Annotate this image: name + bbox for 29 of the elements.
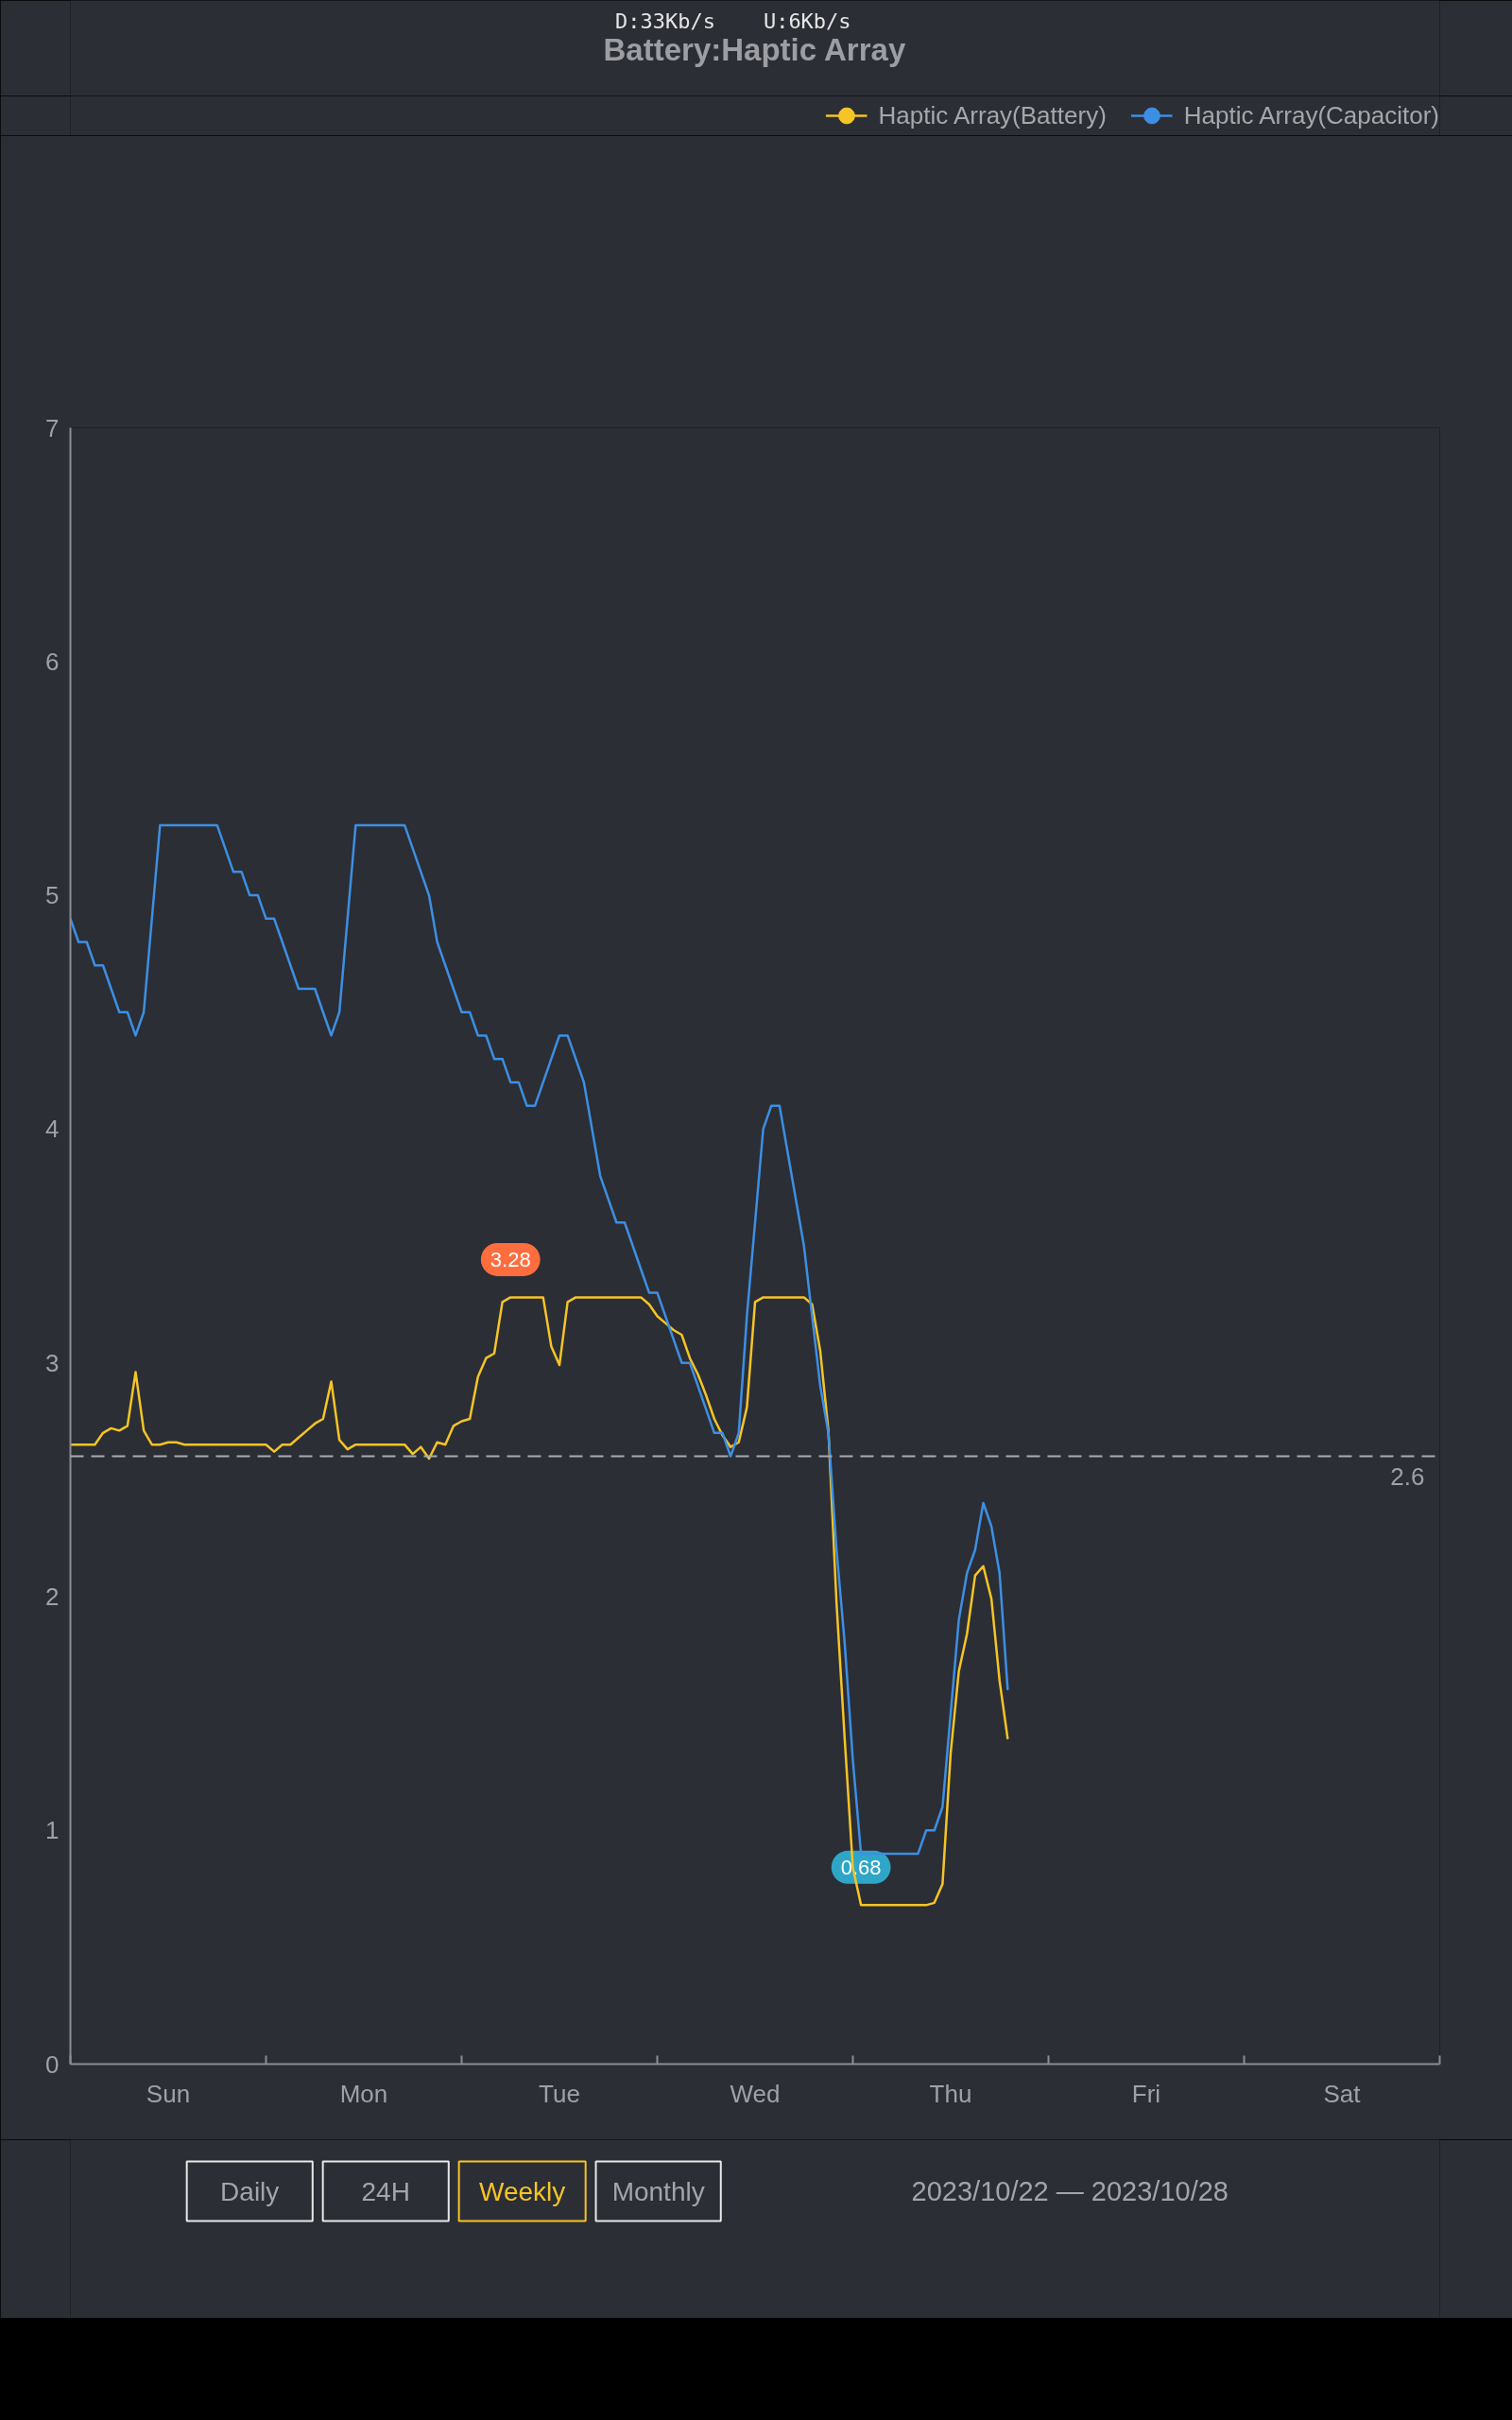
x-tick-label: Mon [339,2079,388,2108]
text: Daily [220,2177,280,2206]
text: D:33Kb/s [614,9,715,33]
x-tick-label: Tue [539,2079,580,2108]
x-tick-label: Wed [730,2079,781,2108]
line-series [70,1296,1009,1907]
y-tick-label: 0 [45,2049,60,2079]
line-series [70,823,1009,1856]
x-tick-label: Thu [929,2079,972,2108]
legend-label: Haptic Array(Battery) [878,100,1107,130]
y-tick-label: 2 [45,1582,60,1611]
text: Weekly [479,2177,566,2206]
y-tick-label: 7 [45,413,60,442]
y-tick-label: 3 [45,1348,60,1377]
x-tick-label: Fri [1131,2079,1161,2108]
x-tick-label: Sat [1323,2079,1362,2108]
text: 24H [361,2177,410,2206]
y-tick-label: 1 [45,1816,60,1845]
chart-title: Battery:Haptic Array [603,32,906,67]
annotation: 3.28 [490,1247,531,1271]
legend-label: Haptic Array(Capacitor) [1183,100,1439,130]
text: Monthly [611,2177,705,2206]
text: U:6Kb/s [763,9,851,33]
text: 2023/10/22 — 2023/10/28 [911,2175,1228,2206]
y-tick-label: 5 [45,881,60,910]
ref-line-label: 2.6 [1390,1461,1425,1491]
x-tick-label: Sun [146,2079,191,2108]
y-tick-label: 4 [45,1115,60,1144]
y-tick-label: 6 [45,647,60,676]
